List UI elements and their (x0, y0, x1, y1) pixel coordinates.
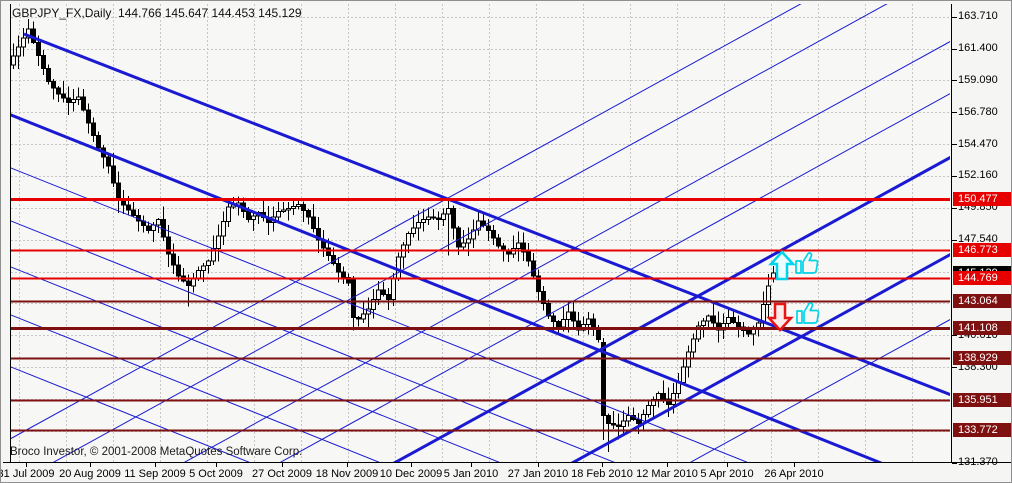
hline-price-flag: 146.773 (953, 243, 1011, 257)
date-scale-label: 31 Jul 2009 (0, 468, 55, 480)
trendline[interactable] (1, 363, 251, 463)
trendline[interactable] (534, 220, 1012, 483)
hline-price-flag: 143.064 (953, 294, 1011, 308)
chart-title: GBPJPY_FX,Daily 144.766 145.647 144.453 … (12, 6, 302, 20)
date-scale-label: 5 Apr 2010 (700, 468, 754, 480)
trendline[interactable] (651, 285, 1012, 483)
hline-price-flag: 150.477 (953, 192, 1011, 206)
trendline[interactable] (1, 164, 749, 463)
date-scale-label: 26 Apr 2010 (764, 468, 824, 480)
trendline[interactable] (1, 217, 616, 463)
chart-objects[interactable] (766, 250, 820, 332)
price-scale-label: 147.540 (958, 233, 998, 245)
trendline[interactable] (1, 1, 806, 444)
date-scale-label: 11 Sep 2009 (124, 468, 186, 480)
hline-price-flag: 138.929 (953, 351, 1011, 365)
thumbs-up-icon[interactable] (795, 252, 819, 274)
hline-price-flag: 144.769 (953, 271, 1011, 285)
trendline[interactable] (145, 7, 1012, 483)
date-scale-label: 12 Mar 2010 (636, 468, 698, 480)
down-arrow-icon[interactable] (766, 302, 794, 332)
price-scale-label: 156.780 (958, 106, 998, 118)
horizontal-lines[interactable] (11, 198, 950, 432)
axes-frame (3, 4, 1011, 467)
date-scale-label: 10 Dec 2009 (379, 468, 443, 480)
trendline[interactable] (23, 32, 1012, 419)
price-scale-label: 152.160 (958, 169, 998, 181)
trendline[interactable] (1, 111, 906, 473)
symbol-period-label: GBPJPY_FX,Daily (12, 6, 112, 20)
price-scale-label: 161.400 (958, 42, 998, 54)
date-scale-label: 5 Jan 2010 (443, 468, 499, 480)
price-scale-label: 131.370 (958, 456, 998, 468)
date-scale-label: 27 Oct 2009 (252, 468, 312, 480)
ohlc-values: 144.766 145.647 144.453 145.129 (118, 6, 302, 20)
hline-price-flag: 141.108 (953, 321, 1011, 335)
trendline[interactable] (356, 123, 1012, 483)
thumbs-up-icon[interactable] (796, 302, 820, 324)
date-scale-label: 5 Oct 2009 (189, 468, 243, 480)
date-scale-label: 18 Feb 2010 (571, 468, 633, 480)
up-arrow-icon[interactable] (768, 250, 796, 281)
hline-price-flag: 135.951 (953, 393, 1011, 407)
date-scale-label: 27 Jan 2010 (507, 468, 569, 480)
hline-price-flag: 133.772 (953, 423, 1011, 437)
price-scale-label: 163.710 (958, 10, 998, 22)
trendline[interactable] (14, 1, 892, 483)
price-scale-label: 154.470 (958, 138, 998, 150)
date-scale-label: 20 Aug 2009 (59, 468, 121, 480)
copyright-text: Broco Investor, © 2001-2008 MetaQuotes S… (10, 446, 303, 458)
trendline[interactable] (241, 59, 1012, 483)
price-scale-label: 159.090 (958, 74, 998, 86)
date-scale-label: 18 Nov 2009 (315, 468, 379, 480)
